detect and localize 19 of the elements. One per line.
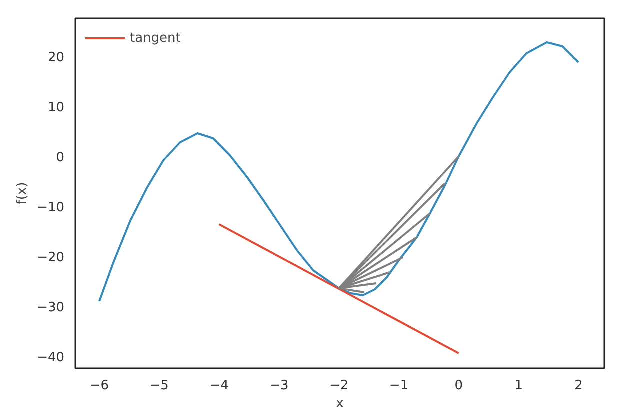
x-tick-label: 0 (454, 378, 464, 394)
x-tick-label: 1 (514, 378, 523, 394)
y-tick-label: 10 (48, 100, 65, 116)
x-tick-label: −2 (330, 378, 349, 394)
y-tick-label: −40 (37, 350, 65, 366)
y-tick-label: −30 (37, 300, 65, 316)
legend-label: tangent (130, 30, 181, 46)
y-tick-label: −10 (37, 200, 65, 216)
y-tick-label: −20 (37, 250, 65, 266)
x-tick-label: −3 (270, 378, 289, 394)
y-axis-title: f(x) (15, 182, 30, 205)
x-tick-label: −4 (210, 378, 229, 394)
x-tick-label: −1 (389, 378, 409, 394)
y-tick-label: 20 (48, 50, 65, 66)
x-axis-title: x (336, 396, 344, 412)
x-tick-label: 2 (574, 378, 583, 394)
x-tick-label: −6 (90, 378, 110, 394)
y-tick-label: 0 (56, 150, 65, 166)
x-tick-label: −5 (150, 378, 169, 394)
